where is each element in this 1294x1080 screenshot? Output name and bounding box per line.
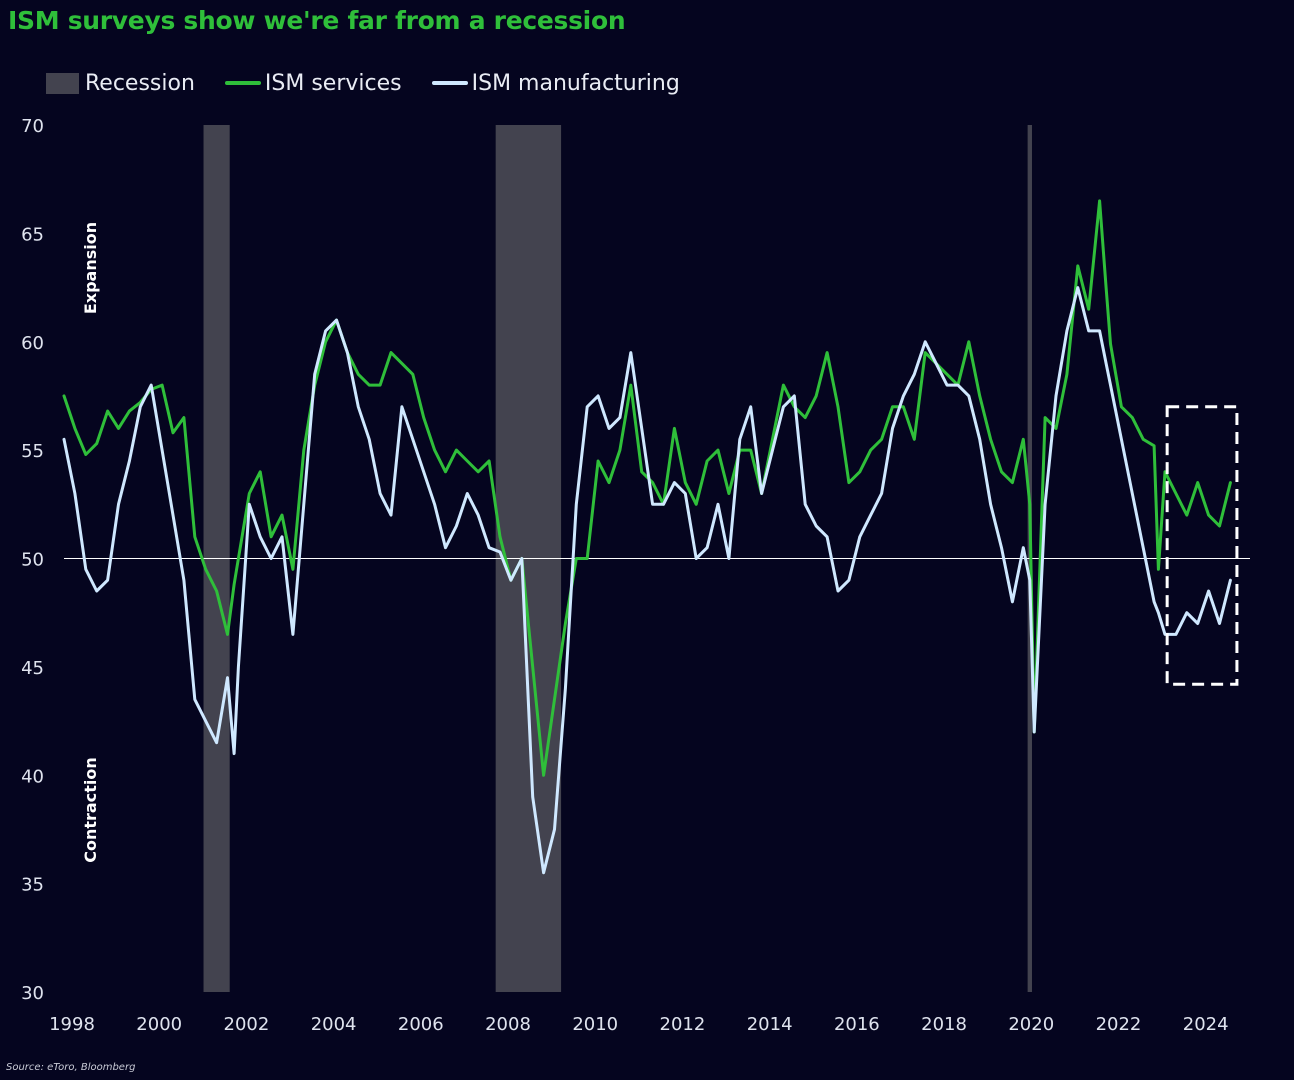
legend-swatch-ism-manufacturing <box>431 81 468 85</box>
zone-label-expansion: Expansion <box>81 222 100 314</box>
x-tick-label: 2004 <box>311 1014 357 1035</box>
legend-label-recession: Recession <box>85 70 195 96</box>
y-tick-label: 45 <box>21 658 44 679</box>
y-tick-label: 30 <box>21 983 44 1004</box>
x-tick-label: 2020 <box>1008 1014 1054 1035</box>
legend-swatch-recession <box>46 72 79 94</box>
series-line-ism-services <box>62 199 1232 777</box>
legend-label-ism-services: ISM services <box>264 70 402 96</box>
y-tick-label: 40 <box>21 766 44 787</box>
legend: Recession ISM services ISM manufacturing <box>46 68 710 98</box>
zone-label-contraction: Contraction <box>81 757 100 862</box>
chart-title: ISM surveys show we're far from a recess… <box>8 6 626 35</box>
legend-item-ism-manufacturing: ISM manufacturing <box>431 70 680 96</box>
y-tick-label: 65 <box>21 224 44 245</box>
x-tick-label: 2010 <box>572 1014 618 1035</box>
y-tick-label: 55 <box>21 441 44 462</box>
legend-swatch-ism-services <box>224 81 261 85</box>
highlight-box <box>1165 405 1239 686</box>
x-tick-label: 2014 <box>747 1014 793 1035</box>
y-tick-label: 35 <box>21 875 44 896</box>
x-tick-label: 2016 <box>834 1014 880 1035</box>
x-tick-label: 2000 <box>136 1014 182 1035</box>
x-tick-label: 2002 <box>224 1014 270 1035</box>
x-tick-label: 1998 <box>49 1014 95 1035</box>
legend-label-ism-manufacturing: ISM manufacturing <box>471 70 680 96</box>
x-tick-label: 2012 <box>660 1014 706 1035</box>
series-line-ism-manufacturing <box>62 286 1232 875</box>
y-tick-label: 50 <box>21 550 44 571</box>
y-tick-label: 70 <box>21 116 44 137</box>
source-note: Source: eToro, Bloomberg <box>6 1062 136 1073</box>
x-tick-label: 2024 <box>1183 1014 1229 1035</box>
x-tick-label: 2018 <box>921 1014 967 1035</box>
x-tick-label: 2008 <box>485 1014 531 1035</box>
y-tick-label: 60 <box>21 333 44 354</box>
x-tick-label: 2022 <box>1096 1014 1142 1035</box>
legend-item-ism-services: ISM services <box>224 70 402 96</box>
series-lines <box>62 199 1232 875</box>
y-axis-ticks: 70 65 60 55 50 45 40 35 30 <box>21 116 44 1004</box>
x-tick-label: 2006 <box>398 1014 444 1035</box>
legend-item-recession: Recession <box>46 71 195 96</box>
x-axis-ticks: 1998 2000 2002 2004 2006 2008 2010 2012 2014 2016… <box>49 1014 1228 1035</box>
